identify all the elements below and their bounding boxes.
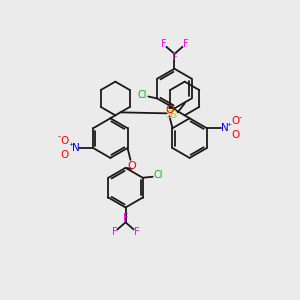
Text: -: -: [239, 113, 242, 122]
Text: Cl: Cl: [138, 89, 147, 100]
Text: F: F: [112, 227, 118, 237]
Text: -: -: [58, 133, 61, 142]
Text: O: O: [60, 150, 69, 160]
Text: N: N: [71, 143, 79, 153]
Text: O: O: [60, 136, 69, 146]
Text: F: F: [182, 39, 188, 49]
Text: O: O: [231, 130, 240, 140]
Text: O: O: [231, 116, 240, 126]
Text: N: N: [221, 123, 229, 133]
Text: O: O: [165, 105, 174, 116]
Text: F: F: [123, 213, 128, 224]
Text: F: F: [134, 227, 139, 237]
Text: S: S: [165, 110, 172, 120]
Text: +: +: [226, 122, 232, 127]
Text: Cl: Cl: [154, 170, 163, 180]
Text: F: F: [161, 39, 167, 49]
Text: S: S: [169, 110, 176, 120]
Text: O: O: [127, 161, 136, 171]
Text: +: +: [68, 142, 74, 147]
Text: F: F: [172, 53, 177, 63]
